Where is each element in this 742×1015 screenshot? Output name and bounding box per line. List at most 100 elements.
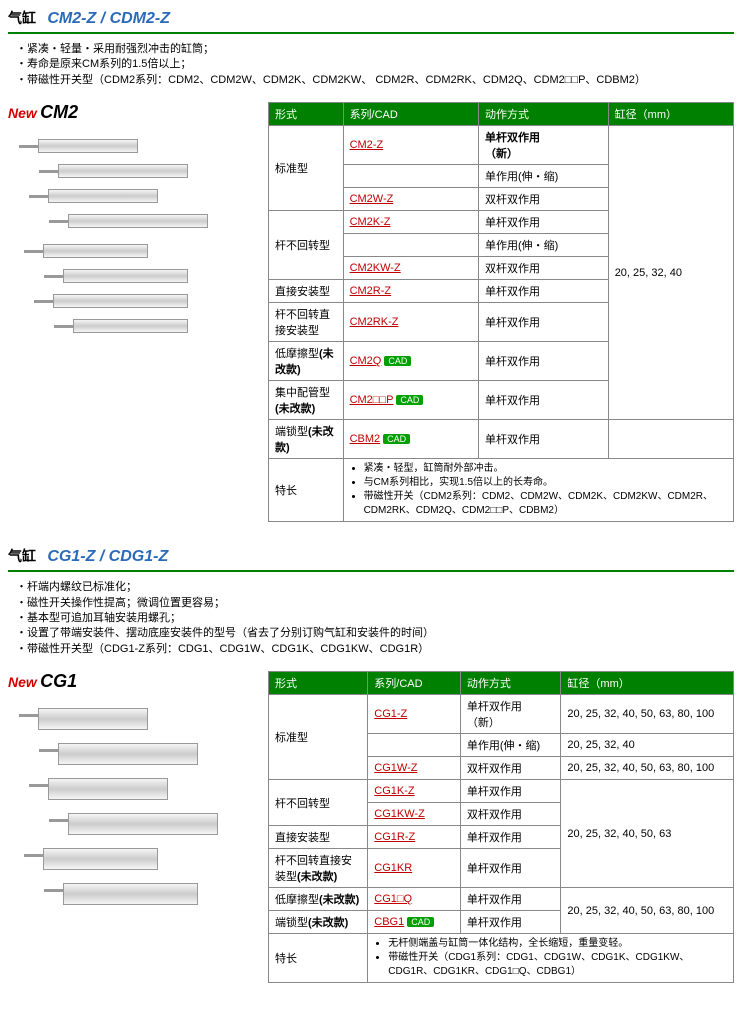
action-cell: 单杆双作用 — [479, 280, 609, 303]
cad-badge[interactable]: CAD — [383, 434, 410, 444]
series-link[interactable]: CBG1 — [374, 916, 404, 928]
series-link[interactable]: CG1K-Z — [374, 785, 414, 797]
section-model: CG1-Z / CDG1-Z — [47, 548, 168, 565]
table-header: 缸径（mm） — [608, 103, 733, 126]
feature-row: 特长紧凑・轻型，缸筒耐外部冲击。与CM系列相比，实现1.5倍以上的长寿命。带磁性… — [269, 459, 734, 522]
action-cell: 单杆双作用（新） — [460, 695, 561, 734]
form-cell: 端锁型(未改款) — [269, 420, 344, 459]
series-link[interactable]: CM2K-Z — [350, 216, 391, 228]
form-cell: 杆不回转型 — [269, 780, 368, 826]
form-cell: 直接安装型 — [269, 280, 344, 303]
cad-badge[interactable]: CAD — [396, 395, 423, 405]
series-link[interactable]: CG1KW-Z — [374, 808, 425, 820]
table-row: 标准型CM2-Z单杆双作用（新）20, 25, 32, 40 — [269, 126, 734, 165]
bore-cell — [608, 420, 733, 459]
action-cell: 单杆双作用 — [460, 826, 561, 849]
form-cell: 端锁型(未改款) — [269, 911, 368, 934]
series-link[interactable]: CBM2 — [350, 433, 381, 445]
form-cell: 集中配管型(未改款) — [269, 381, 344, 420]
bore-cell: 20, 25, 32, 40 — [561, 734, 734, 757]
series-link[interactable]: CM2-Z — [350, 139, 384, 151]
new-badge: New — [8, 674, 37, 690]
cylinder-shape — [73, 319, 188, 333]
section-model: CM2-Z / CDM2-Z — [47, 10, 170, 27]
form-cell: 低摩擦型(未改款) — [269, 342, 344, 381]
action-cell: 双杆双作用 — [479, 257, 609, 280]
cad-badge[interactable]: CAD — [407, 917, 434, 927]
table-header: 系列/CAD — [343, 103, 478, 126]
bore-cell: 20, 25, 32, 40 — [608, 126, 733, 420]
cylinder-shape — [58, 164, 188, 178]
action-cell: 单杆双作用 — [460, 911, 561, 934]
series-cell: CM2R-Z — [343, 280, 478, 303]
feature-label-cell: 特长 — [269, 934, 368, 983]
cylinder-shape — [38, 708, 148, 730]
series-cell: CM2RK-Z — [343, 303, 478, 342]
action-cell: 单杆双作用（新） — [479, 126, 609, 165]
section-header-cg1: 气缸 CG1-Z / CDG1-Z — [8, 546, 734, 572]
form-cell: 低摩擦型(未改款) — [269, 888, 368, 911]
cylinder-shape — [43, 848, 158, 870]
action-cell: 单杆双作用 — [479, 211, 609, 234]
series-cell: CG1R-Z — [368, 826, 461, 849]
form-cell: 直接安装型 — [269, 826, 368, 849]
action-cell: 单杆双作用 — [479, 342, 609, 381]
series-cell: CG1-Z — [368, 695, 461, 734]
feature-content-cell: 无杆侧端盖与缸筒一体化结构，全长缩短，重量变轻。带磁性开关（CDG1系列：CDG… — [368, 934, 734, 983]
feature-label-cell: 特长 — [269, 459, 344, 522]
action-cell: 单杆双作用 — [460, 780, 561, 803]
bore-cell: 20, 25, 32, 40, 50, 63 — [561, 780, 734, 888]
content-row-cm2: New CM2 形式系列/CAD动作方式缸径（mm） 标准型CM2-Z单杆双作用… — [8, 102, 734, 522]
series-link[interactable]: CM2R-Z — [350, 285, 392, 297]
image-column: New CM2 — [8, 102, 268, 349]
bore-cell: 20, 25, 32, 40, 50, 63, 80, 100 — [561, 757, 734, 780]
action-cell: 双杆双作用 — [479, 188, 609, 211]
table-header: 形式 — [269, 672, 368, 695]
series-link[interactable]: CM2KW-Z — [350, 262, 401, 274]
action-cell: 单作用(伸・缩) — [479, 165, 609, 188]
series-cell: CM2KW-Z — [343, 257, 478, 280]
feature-item: 带磁性开关（CDG1系列：CDG1、CDG1W、CDG1K、CDG1KW、CDG… — [388, 951, 727, 979]
section-notes: ・杆端内螺纹已标准化；・磁性开关操作性提高；微调位置更容易；・基本型可追加耳轴安… — [16, 580, 734, 657]
bore-cell: 20, 25, 32, 40, 50, 63, 80, 100 — [561, 888, 734, 934]
cad-badge[interactable]: CAD — [384, 356, 411, 366]
series-link[interactable]: CM2RK-Z — [350, 316, 399, 328]
series-link[interactable]: CG1KR — [374, 862, 412, 874]
series-link[interactable]: CM2□□P — [350, 394, 394, 406]
spec-table-cg1: 形式系列/CAD动作方式缸径（mm） 标准型CG1-Z单杆双作用（新）20, 2… — [268, 671, 734, 983]
feature-item: 带磁性开关（CDM2系列：CDM2、CDM2W、CDM2K、CDM2KW、CDM… — [364, 490, 727, 518]
series-cell: CG1□Q — [368, 888, 461, 911]
cylinder-shape — [48, 189, 158, 203]
series-cell: CBM2CAD — [343, 420, 478, 459]
form-cell: 标准型 — [269, 126, 344, 211]
table-row: 杆不回转型CG1K-Z单杆双作用20, 25, 32, 40, 50, 63 — [269, 780, 734, 803]
cylinder-shape — [63, 269, 188, 283]
table-column: 形式系列/CAD动作方式缸径（mm） 标准型CM2-Z单杆双作用（新）20, 2… — [268, 102, 734, 522]
series-link[interactable]: CM2W-Z — [350, 193, 394, 205]
cylinder-shape — [43, 244, 148, 258]
cylinder-shape — [63, 883, 198, 905]
action-cell: 单作用(伸・缩) — [479, 234, 609, 257]
feature-row: 特长无杆侧端盖与缸筒一体化结构，全长缩短，重量变轻。带磁性开关（CDG1系列：C… — [269, 934, 734, 983]
series-cell: CM2QCAD — [343, 342, 478, 381]
cylinder-illustration — [8, 129, 258, 349]
series-link[interactable]: CG1□Q — [374, 893, 412, 905]
series-link[interactable]: CM2Q — [350, 355, 382, 367]
feature-content-cell: 紧凑・轻型，缸筒耐外部冲击。与CM系列相比，实现1.5倍以上的长寿命。带磁性开关… — [343, 459, 733, 522]
series-cell: CG1KW-Z — [368, 803, 461, 826]
content-row-cg1: New CG1 形式系列/CAD动作方式缸径（mm） 标准型CG1-Z单杆双作用… — [8, 671, 734, 983]
table-column: 形式系列/CAD动作方式缸径（mm） 标准型CG1-Z单杆双作用（新）20, 2… — [268, 671, 734, 983]
form-cell: 杆不回转直接安装型 — [269, 303, 344, 342]
series-link[interactable]: CG1R-Z — [374, 831, 415, 843]
section-header-cm2: 气缸 CM2-Z / CDM2-Z — [8, 8, 734, 34]
series-cell: CG1K-Z — [368, 780, 461, 803]
model-badge: CM2 — [40, 102, 78, 122]
action-cell: 单作用(伸・缩) — [460, 734, 561, 757]
cylinder-illustration — [8, 698, 258, 918]
cylinder-shape — [58, 743, 198, 765]
series-link[interactable]: CG1W-Z — [374, 762, 417, 774]
bore-cell: 20, 25, 32, 40, 50, 63, 80, 100 — [561, 695, 734, 734]
action-cell: 双杆双作用 — [460, 803, 561, 826]
series-link[interactable]: CG1-Z — [374, 708, 407, 720]
series-cell: CM2□□PCAD — [343, 381, 478, 420]
